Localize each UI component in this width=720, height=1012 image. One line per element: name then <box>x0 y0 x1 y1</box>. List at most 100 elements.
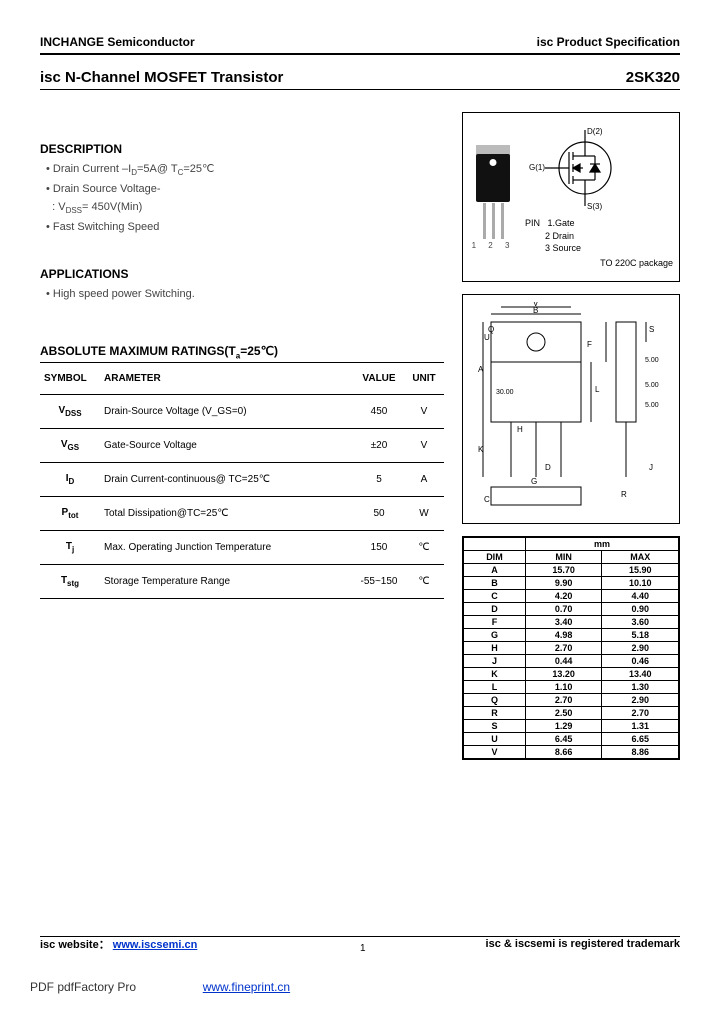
dim-cell: R <box>464 707 526 720</box>
col-parameter: ARAMETER <box>100 363 354 395</box>
svg-text:D: D <box>545 463 551 472</box>
terminal-s: S(3) <box>587 202 602 211</box>
website-label: isc website： <box>40 939 110 951</box>
pdf-footer: PDF pdfFactory Pro www.fineprint.cn <box>30 980 290 994</box>
table-row: PtotTotal Dissipation@TC=25℃50W <box>40 497 444 531</box>
pdf-link[interactable]: www.fineprint.cn <box>203 980 290 994</box>
table-row: J0.440.46 <box>464 655 679 668</box>
dim-cell: H <box>464 642 526 655</box>
table-row: C4.204.40 <box>464 590 679 603</box>
svg-text:5.00: 5.00 <box>645 382 659 389</box>
table-row: D0.700.90 <box>464 603 679 616</box>
dim-col: MIN <box>525 551 602 564</box>
cell-value: 5 <box>354 463 404 497</box>
svg-text:H: H <box>517 425 523 434</box>
terminal-d: D(2) <box>587 127 603 136</box>
terminal-g: G(1) <box>529 163 545 172</box>
cell-param: Total Dissipation@TC=25℃ <box>100 497 354 531</box>
table-row: VDSSDrain-Source Voltage (V_GS=0)450V <box>40 395 444 429</box>
table-row: IDDrain Current-continuous@ TC=25℃5A <box>40 463 444 497</box>
dim-col: DIM <box>464 551 526 564</box>
cell-unit: V <box>404 395 444 429</box>
svg-text:Q: Q <box>488 325 494 334</box>
svg-text:J: J <box>649 463 653 472</box>
chip-body <box>476 154 510 202</box>
svg-text:F: F <box>587 340 592 349</box>
divider-title <box>40 89 680 90</box>
page-number: 1 <box>360 943 366 954</box>
cell-value: 150 <box>354 531 404 565</box>
main-content: DESCRIPTION Drain Current –ID=5A@ TC=25℃… <box>40 112 680 760</box>
dim-cell: 0.70 <box>525 603 602 616</box>
mosfet-symbol-icon: D(2) G(1) S(3) <box>525 126 635 211</box>
dim-cell: B <box>464 577 526 590</box>
cell-unit: ℃ <box>404 565 444 599</box>
table-row: F3.403.60 <box>464 616 679 629</box>
website-block: isc website： www.iscsemi.cn <box>40 936 197 952</box>
dim-cell: J <box>464 655 526 668</box>
table-row: SYMBOL ARAMETER VALUE UNIT <box>40 363 444 395</box>
dim-cell: 0.44 <box>525 655 602 668</box>
transistor-photo: 1 2 3 <box>469 145 517 250</box>
dim-cell: 15.90 <box>602 564 679 577</box>
dim-cell: 4.98 <box>525 629 602 642</box>
spec-label: isc Product Specification <box>537 35 680 49</box>
table-row: G4.985.18 <box>464 629 679 642</box>
dim-cell: 5.18 <box>602 629 679 642</box>
dim-cell: Q <box>464 694 526 707</box>
package-type: TO 220C package <box>525 258 673 268</box>
cell-value: 450 <box>354 395 404 429</box>
svg-text:C: C <box>484 495 490 504</box>
app-item: High speed power Switching. <box>46 285 444 304</box>
svg-text:L: L <box>595 385 600 394</box>
outline-drawing: B V A K L F H D G U Q C S J R 5.00 5.00 <box>462 294 680 524</box>
dim-cell: 1.29 <box>525 720 602 733</box>
table-row: R2.502.70 <box>464 707 679 720</box>
cell-param: Storage Temperature Range <box>100 565 354 599</box>
left-column: DESCRIPTION Drain Current –ID=5A@ TC=25℃… <box>40 112 444 760</box>
cell-unit: A <box>404 463 444 497</box>
svg-text:S: S <box>649 325 654 334</box>
dim-cell: V <box>464 746 526 759</box>
divider-top <box>40 53 680 55</box>
dim-cell: 9.90 <box>525 577 602 590</box>
dim-cell: 6.65 <box>602 733 679 746</box>
header-bar: INCHANGE Semiconductor isc Product Speci… <box>40 35 680 49</box>
dim-cell: U <box>464 733 526 746</box>
table-row: U6.456.65 <box>464 733 679 746</box>
ratings-heading: ABSOLUTE MAXIMUM RATINGS(Ta=25℃) <box>40 344 444 360</box>
table-row: B9.9010.10 <box>464 577 679 590</box>
svg-text:R: R <box>621 490 627 499</box>
table-row: TstgStorage Temperature Range-55~150℃ <box>40 565 444 599</box>
dim-cell: 0.90 <box>602 603 679 616</box>
cell-symbol: VGS <box>40 429 100 463</box>
cell-value: -55~150 <box>354 565 404 599</box>
col-value: VALUE <box>354 363 404 395</box>
dim-cell: G <box>464 629 526 642</box>
dim-cell: 2.70 <box>602 707 679 720</box>
chip-leads <box>483 203 504 239</box>
pin-item: 3 Source <box>545 243 581 253</box>
table-row: L1.101.30 <box>464 681 679 694</box>
pin-item: 1.Gate <box>548 218 575 228</box>
website-link[interactable]: www.iscsemi.cn <box>113 939 198 951</box>
dim-cell: D <box>464 603 526 616</box>
pin-heading: PIN <box>525 218 540 228</box>
dim-cell: 2.70 <box>525 642 602 655</box>
dimension-table: mm DIM MIN MAX A15.7015.90B9.9010.10C4.2… <box>463 537 679 759</box>
svg-text:K: K <box>478 445 484 454</box>
svg-text:5.00: 5.00 <box>645 357 659 364</box>
dim-cell: S <box>464 720 526 733</box>
title-bar: isc N-Channel MOSFET Transistor 2SK320 <box>40 69 680 86</box>
cell-param: Drain-Source Voltage (V_GS=0) <box>100 395 354 429</box>
table-row: mm <box>464 538 679 551</box>
cell-symbol: Tstg <box>40 565 100 599</box>
product-title: isc N-Channel MOSFET Transistor <box>40 69 283 86</box>
dim-cell: 4.40 <box>602 590 679 603</box>
dim-cell: 2.90 <box>602 694 679 707</box>
dim-cell: 1.30 <box>602 681 679 694</box>
dim-cell: 2.70 <box>525 694 602 707</box>
cell-symbol: ID <box>40 463 100 497</box>
table-row: A15.7015.90 <box>464 564 679 577</box>
desc-item: Drain Source Voltage- : VDSS= 450V(Min) <box>46 180 444 218</box>
